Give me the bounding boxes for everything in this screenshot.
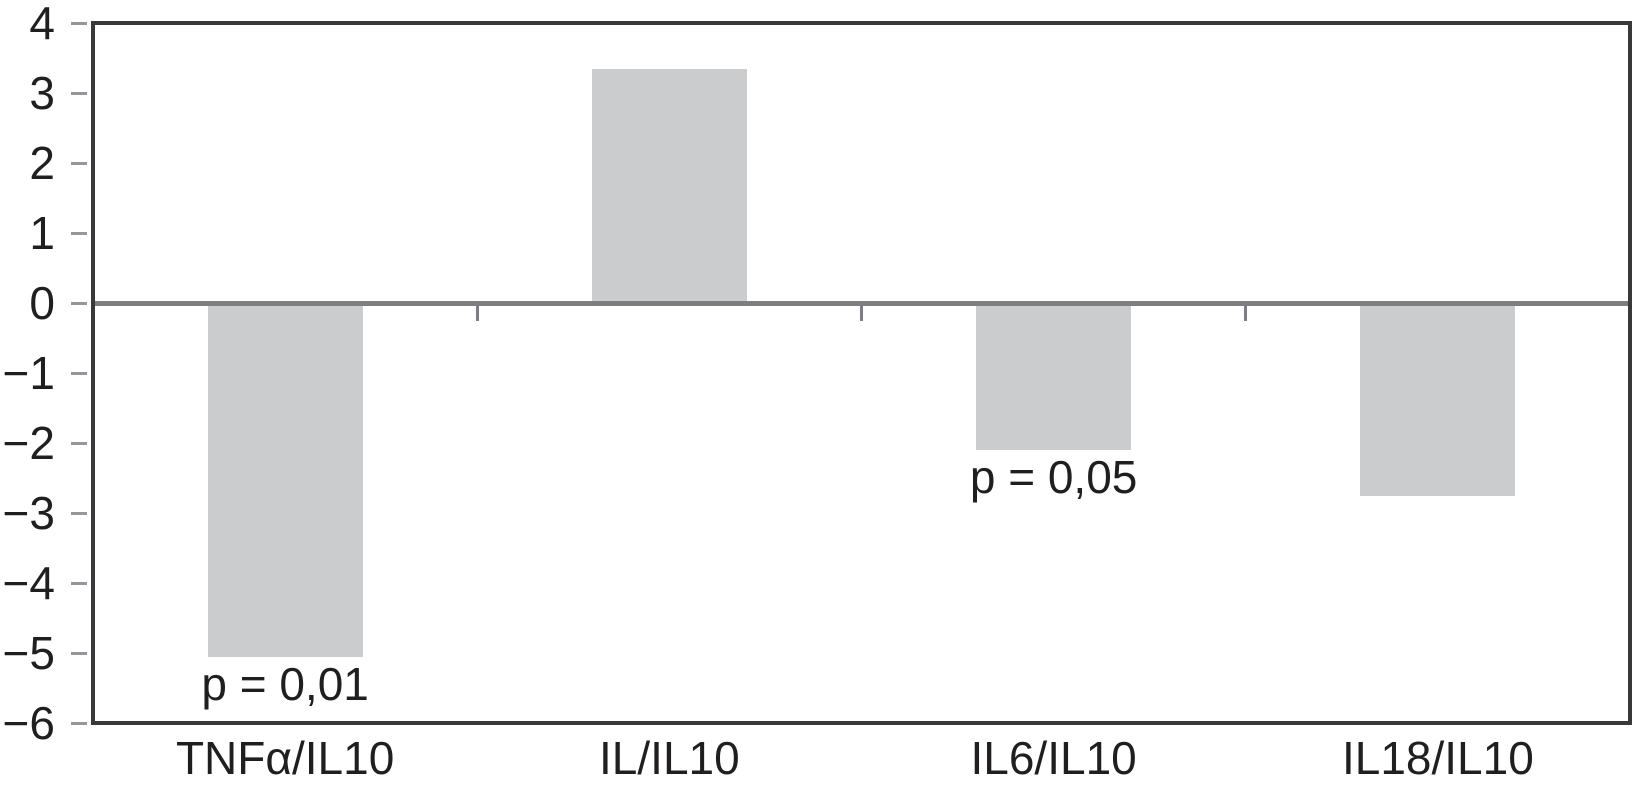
y-tick-label: 0 bbox=[29, 277, 55, 329]
y-tick-label: −4 bbox=[2, 557, 55, 609]
p-value-annotation: p = 0,01 bbox=[201, 657, 369, 710]
x-category-label: IL/IL10 bbox=[599, 732, 740, 784]
y-tick-label: 2 bbox=[29, 137, 55, 189]
bar-4 bbox=[1360, 303, 1516, 496]
p-value-annotation: p = 0,05 bbox=[969, 451, 1138, 503]
y-axis-tick bbox=[71, 301, 87, 305]
x-category-label: TNFα/IL10 bbox=[175, 732, 395, 784]
bar-2 bbox=[591, 68, 747, 303]
category-boundary-tick bbox=[475, 303, 479, 321]
x-category-label: IL18/IL10 bbox=[1341, 732, 1534, 784]
y-axis-tick bbox=[71, 21, 87, 25]
y-tick-label: 4 bbox=[29, 0, 55, 49]
y-axis-tick bbox=[71, 511, 87, 515]
category-boundary-tick bbox=[860, 303, 863, 321]
y-axis-tick bbox=[71, 441, 87, 445]
y-axis-tick bbox=[71, 651, 87, 655]
y-axis-tick bbox=[71, 91, 87, 95]
bar-3 bbox=[976, 303, 1132, 450]
y-tick-label: −2 bbox=[2, 417, 55, 469]
y-axis-tick bbox=[71, 581, 87, 585]
y-axis-tick bbox=[71, 371, 87, 375]
y-axis-tick bbox=[71, 231, 87, 235]
x-category-label: IL6/IL10 bbox=[970, 732, 1137, 784]
y-tick-label: 3 bbox=[29, 67, 55, 119]
y-tick-label: −1 bbox=[2, 347, 55, 399]
category-boundary-tick bbox=[1244, 303, 1248, 321]
y-tick-label: 1 bbox=[29, 207, 55, 259]
y-axis-tick bbox=[71, 161, 87, 165]
y-axis-tick bbox=[71, 721, 87, 725]
y-tick-label: −5 bbox=[2, 627, 55, 679]
y-tick-label: −6 bbox=[2, 697, 55, 749]
bar-1 bbox=[207, 303, 363, 657]
y-tick-label: −3 bbox=[2, 487, 55, 539]
